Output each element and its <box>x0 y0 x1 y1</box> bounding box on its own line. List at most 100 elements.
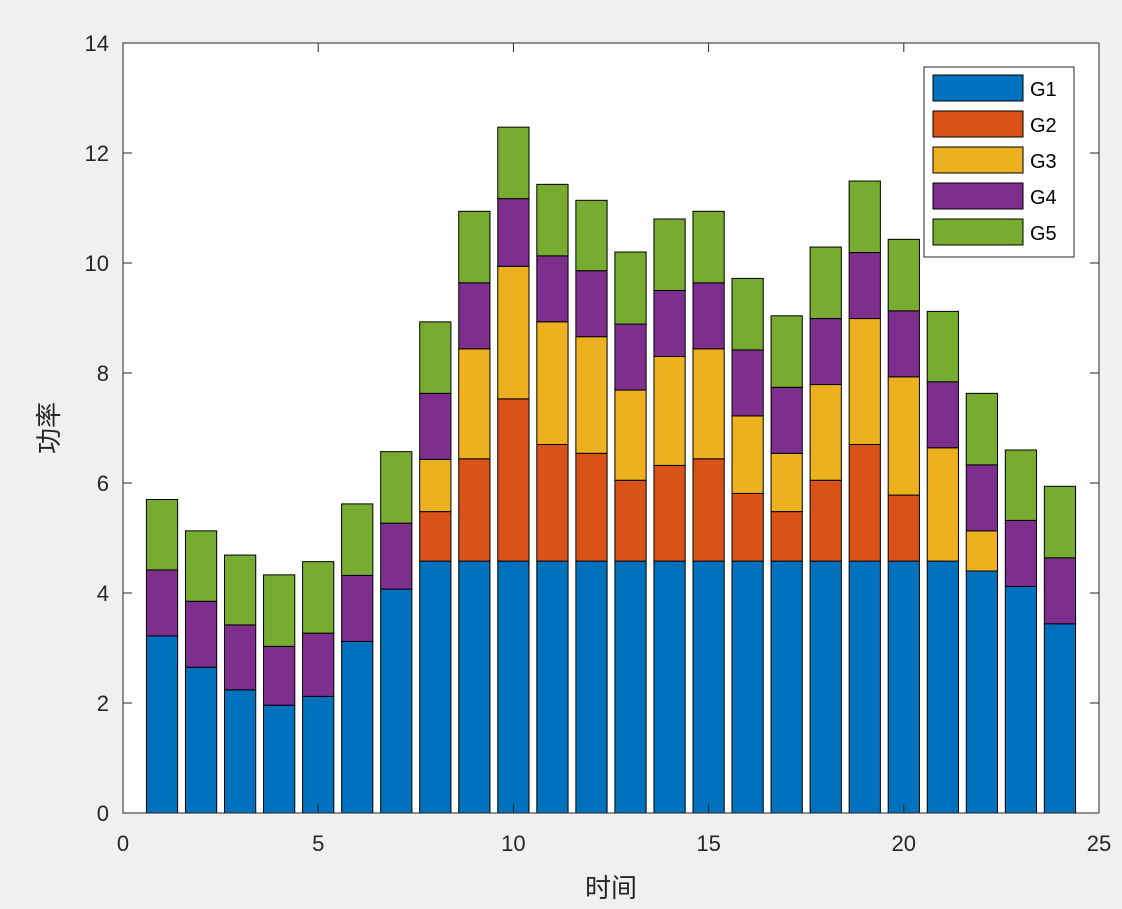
legend-swatch-g3 <box>932 146 1024 174</box>
legend-label-g2: G2 <box>1030 115 1057 137</box>
y-tick-label: 0 <box>97 801 109 826</box>
bar-g5-t14 <box>653 218 686 291</box>
bar-g2-t9 <box>458 458 491 562</box>
axes-box <box>122 42 1100 814</box>
x-axis-title: 时间 <box>585 874 637 904</box>
x-tick-label: 25 <box>1087 831 1111 856</box>
bar-g1-t2 <box>184 666 218 814</box>
bar-g2-t18 <box>809 479 842 562</box>
bar-g3-t21 <box>926 447 959 562</box>
legend-swatch-g5 <box>932 218 1024 246</box>
bar-g5-t15 <box>692 210 725 284</box>
bar-g4-t2 <box>184 600 218 668</box>
bar-g5-t16 <box>731 277 764 351</box>
bar-g4-t16 <box>731 349 764 417</box>
bar-g4-t18 <box>809 318 842 386</box>
bars-group <box>145 126 1077 814</box>
bar-g4-t3 <box>224 624 257 691</box>
bar-g3-t16 <box>731 415 764 494</box>
bar-g1-t5 <box>302 695 335 814</box>
bar-g2-t16 <box>731 492 764 562</box>
bar-g3-t8 <box>419 458 452 513</box>
bar-g3-t9 <box>458 348 491 460</box>
bar-g4-t14 <box>653 290 686 357</box>
bar-g2-t17 <box>770 511 803 562</box>
bar-g5-t5 <box>302 561 335 634</box>
bar-g5-t23 <box>1004 449 1038 521</box>
bar-g4-t23 <box>1004 519 1038 587</box>
bar-g1-t22 <box>965 570 998 814</box>
bar-g3-t15 <box>692 348 725 460</box>
bar-g1-t17 <box>770 560 803 814</box>
x-tick-label: 0 <box>117 831 129 856</box>
bar-g5-t19 <box>848 180 881 254</box>
bar-g5-t22 <box>965 392 998 466</box>
legend-swatch-g1 <box>932 74 1024 102</box>
bar-g4-t10 <box>497 198 530 267</box>
bar-g1-t24 <box>1043 623 1077 814</box>
bar-g4-t13 <box>614 323 647 391</box>
bar-g1-t13 <box>614 560 647 814</box>
x-tick-label: 5 <box>312 831 324 856</box>
bar-g1-t6 <box>341 640 374 814</box>
bar-g1-t16 <box>731 560 764 814</box>
bar-g5-t9 <box>458 210 491 284</box>
bar-g2-t19 <box>848 444 881 562</box>
bar-g2-t12 <box>575 452 608 562</box>
bar-g4-t1 <box>145 569 179 637</box>
bar-g3-t14 <box>653 356 686 466</box>
legend: G1 G2 G3 G4 G5 <box>923 66 1075 258</box>
bar-g1-t23 <box>1004 585 1038 814</box>
bar-g4-t7 <box>380 522 413 590</box>
bar-g5-t4 <box>263 574 296 647</box>
bar-g1-t9 <box>458 560 491 814</box>
bar-g4-t24 <box>1043 557 1077 625</box>
bar-g1-t10 <box>497 560 530 814</box>
bar-g4-t9 <box>458 282 491 350</box>
bar-g3-t20 <box>887 376 920 496</box>
bar-g3-t22 <box>965 530 998 572</box>
bar-g1-t15 <box>692 560 725 814</box>
legend-label-g4: G4 <box>1030 187 1057 209</box>
bar-g5-t20 <box>887 238 920 312</box>
x-tick-label: 15 <box>696 831 720 856</box>
bar-g5-t7 <box>380 451 413 524</box>
bar-g2-t8 <box>419 511 452 562</box>
legend-swatch-g4 <box>932 182 1024 210</box>
bar-g1-t12 <box>575 560 608 814</box>
legend-label-g1: G1 <box>1030 79 1057 101</box>
bar-g5-t18 <box>809 246 842 320</box>
bar-g2-t15 <box>692 458 725 562</box>
x-tick-label: 20 <box>892 831 916 856</box>
bar-g1-t4 <box>263 704 296 814</box>
bar-g3-t10 <box>497 265 530 400</box>
y-tick-label: 14 <box>85 31 109 56</box>
bar-g3-t11 <box>536 321 569 446</box>
bar-g1-t1 <box>145 635 179 814</box>
bar-g1-t11 <box>536 560 569 814</box>
bar-g4-t19 <box>848 252 881 320</box>
tick-labels-group: 0 5 10 15 20 25 0 2 4 6 8 10 12 14 <box>85 31 1112 856</box>
bar-g1-t7 <box>380 588 413 814</box>
bar-g5-t8 <box>419 321 452 394</box>
y-tick-label: 4 <box>97 581 109 606</box>
bar-g4-t20 <box>887 310 920 378</box>
legend-label-g5: G5 <box>1030 223 1057 245</box>
legend-label-g3: G3 <box>1030 151 1057 173</box>
bar-g5-t10 <box>497 126 530 200</box>
bar-g4-t4 <box>263 645 296 706</box>
y-tick-label: 12 <box>85 141 109 166</box>
y-tick-label: 2 <box>97 691 109 716</box>
bar-g5-t3 <box>224 554 257 626</box>
bar-g1-t3 <box>224 689 257 814</box>
legend-swatch-g2 <box>932 110 1024 138</box>
bar-g5-t12 <box>575 199 608 272</box>
bar-g5-t13 <box>614 251 647 325</box>
bar-g3-t18 <box>809 384 842 481</box>
bar-g4-t15 <box>692 282 725 350</box>
y-tick-label: 8 <box>97 361 109 386</box>
bar-g4-t17 <box>770 386 803 454</box>
bar-g5-t17 <box>770 315 803 388</box>
y-tick-label: 6 <box>97 471 109 496</box>
